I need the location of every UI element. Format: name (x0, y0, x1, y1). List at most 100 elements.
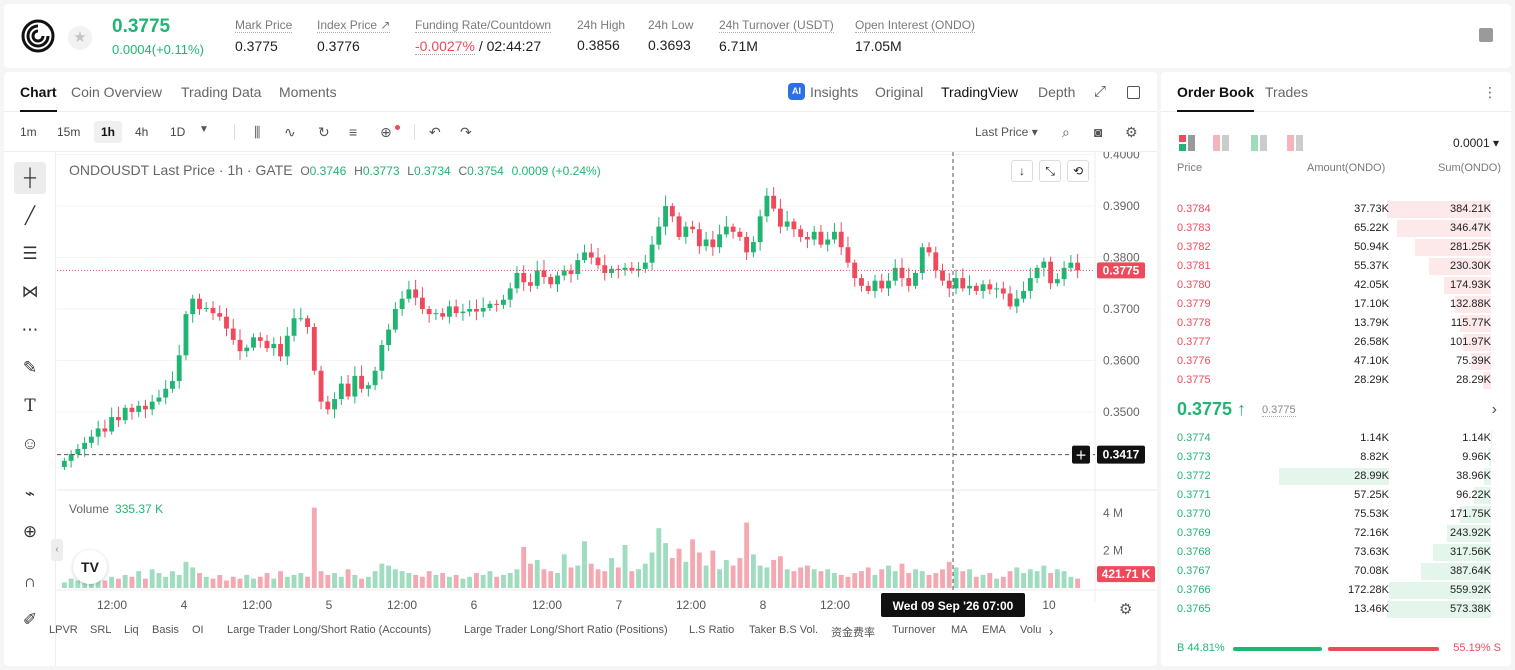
tab-insights[interactable]: Insights (810, 84, 859, 100)
tab-order-book[interactable]: Order Book (1177, 84, 1255, 112)
ruler-icon[interactable]: ⌁ (24, 484, 36, 503)
settings-gear-icon[interactable]: ⚙ (1125, 124, 1138, 140)
indicator-funding-rate[interactable]: 资金费率 (831, 627, 875, 639)
ask-row[interactable]: 0.3782 50.94K 281.25K (1161, 238, 1501, 257)
candle-type-icon[interactable]: ⫼ (254, 124, 261, 140)
tab-depth[interactable]: Depth (1038, 84, 1076, 100)
tab-coin-overview[interactable]: Coin Overview (71, 84, 163, 100)
bid-row[interactable]: 0.3771 57.25K 96.22K (1161, 486, 1501, 505)
bid-row[interactable]: 0.3774 1.14K 1.14K (1161, 429, 1501, 448)
pattern-icon[interactable]: ⋈ (21, 282, 39, 301)
tab-chart[interactable]: Chart (20, 84, 57, 112)
ask-row[interactable]: 0.3780 42.05K 174.93K (1161, 276, 1501, 295)
chevron-right-icon[interactable]: › (1049, 624, 1054, 639)
view-both-icon[interactable] (1179, 135, 1195, 151)
stat-index-price[interactable]: Index Price ↗ 0.3776 (317, 18, 391, 54)
tradingview-logo-icon[interactable]: TV (73, 550, 107, 584)
bid-row[interactable]: 0.3773 8.82K 9.96K (1161, 448, 1501, 467)
collapse-sidebar-icon[interactable]: ‹ (51, 539, 63, 561)
indicator-lpvr[interactable]: LPVR (49, 624, 78, 636)
ask-row[interactable]: 0.3781 55.37K 230.30K (1161, 257, 1501, 276)
indicator-srl[interactable]: SRL (90, 624, 112, 636)
notes-icon[interactable] (1479, 28, 1493, 42)
search-icon[interactable]: ⌕ (1062, 124, 1070, 140)
indicator-lt-accounts[interactable]: Large Trader Long/Short Ratio (Accounts) (227, 624, 432, 636)
collapse-icon[interactable]: ⤡ (1039, 160, 1061, 182)
brush-icon[interactable]: ✎ (22, 358, 38, 377)
undo-icon[interactable]: ↶ (429, 124, 441, 140)
candle-body (338, 383, 344, 400)
tab-tradingview[interactable]: TradingView (941, 84, 1019, 100)
text-tool-icon[interactable]: T (24, 396, 36, 416)
bid-sum: 559.92K (1450, 584, 1491, 596)
ask-row[interactable]: 0.3783 65.22K 346.47K (1161, 219, 1501, 238)
indicator-icon[interactable]: ∿ (284, 124, 296, 140)
ask-row[interactable]: 0.3784 37.73K 384.21K (1161, 200, 1501, 219)
indicator-basis[interactable]: Basis (152, 624, 179, 636)
arrow-down-icon[interactable]: ↓ (1011, 160, 1033, 182)
loop-icon[interactable]: ⟲ (1067, 160, 1089, 182)
magnet-icon[interactable]: ∩ (23, 572, 37, 591)
current-price-tag (1097, 262, 1145, 279)
timeframe-1m[interactable]: 1m (20, 125, 37, 139)
bid-row[interactable]: 0.3765 13.46K 573.38K (1161, 600, 1501, 619)
fib-icon[interactable]: ⋯ (21, 320, 39, 339)
chevron-right-icon[interactable]: › (1491, 401, 1497, 418)
timeframe-15m[interactable]: 15m (57, 125, 81, 139)
candlestick-chart[interactable]: 0.4000 0.3900 0.3800 0.3700 0.3600 0.3500 4 M 2… (51, 152, 1157, 666)
bid-row[interactable]: 0.3769 72.16K 243.92K (1161, 524, 1501, 543)
crosshair-icon[interactable]: ┼ (14, 162, 46, 194)
tab-trading-data[interactable]: Trading Data (181, 84, 262, 100)
axis-settings-icon[interactable]: ⚙ (1119, 601, 1133, 618)
ask-row[interactable]: 0.3776 47.10K 75.39K (1161, 352, 1501, 371)
replay-icon[interactable]: ↻ (318, 124, 330, 140)
indicator-ema[interactable]: EMA (982, 624, 1006, 636)
lock-drawing-icon[interactable]: ✐ (22, 610, 38, 629)
view-bids-icon[interactable] (1251, 135, 1267, 151)
bid-row[interactable]: 0.3772 28.99K 38.96K (1161, 467, 1501, 486)
indicator-taker-vol[interactable]: Taker B.S Vol. (749, 624, 819, 636)
horizontal-lines-icon[interactable]: ☰ (22, 244, 38, 263)
indicator-ma[interactable]: MA (951, 624, 968, 636)
tab-original[interactable]: Original (875, 84, 924, 100)
bid-row[interactable]: 0.3770 75.53K 171.75K (1161, 505, 1501, 524)
indicator-liq[interactable]: Liq (124, 624, 139, 636)
redo-icon[interactable]: ↷ (460, 124, 472, 140)
view-asks-icon[interactable] (1213, 135, 1229, 151)
indicator-turnover[interactable]: Turnover (892, 624, 936, 636)
exchange-logo-icon[interactable] (20, 18, 56, 54)
candle-body (163, 388, 169, 398)
window-icon[interactable] (1127, 86, 1140, 99)
bid-row[interactable]: 0.3767 70.08K 387.64K (1161, 562, 1501, 581)
view-depth-icon[interactable] (1287, 135, 1303, 151)
emoji-icon[interactable]: ☺ (21, 434, 39, 453)
ask-row[interactable]: 0.3775 28.29K 28.29K (1161, 371, 1501, 390)
tab-moments[interactable]: Moments (279, 84, 337, 100)
precision-select[interactable]: 0.0001 ▾ (1452, 136, 1499, 150)
indicator-oi[interactable]: OI (192, 624, 204, 636)
ask-row[interactable]: 0.3779 17.10K 132.88K (1161, 295, 1501, 314)
camera-icon[interactable]: ◙ (1094, 124, 1103, 140)
ask-row[interactable]: 0.3778 13.79K 115.77K (1161, 314, 1501, 333)
chart-svg[interactable]: 0.4000 0.3900 0.3800 0.3700 0.3600 0.3500 4 M 2… (57, 152, 1157, 624)
indicator-volume[interactable]: Volu (1020, 624, 1042, 636)
ai-insights-icon[interactable]: AI (788, 83, 805, 100)
timeframe-1h[interactable]: 1h (94, 121, 123, 143)
ask-row[interactable]: 0.3777 26.58K 101.97K (1161, 333, 1501, 352)
chevron-down-icon[interactable]: ▼ (199, 124, 209, 135)
bid-row[interactable]: 0.3768 73.63K 317.56K (1161, 543, 1501, 562)
indicator-ls-ratio[interactable]: L.S Ratio (689, 624, 735, 636)
price-source-select[interactable]: Last Price ▾ (975, 125, 1038, 139)
expand-icon[interactable]: ⤢ (1094, 83, 1107, 100)
trend-line-icon[interactable]: ╱ (24, 206, 36, 225)
template-icon[interactable]: ≡ (349, 124, 358, 140)
timeframe-4h[interactable]: 4h (135, 125, 149, 139)
add-indicator-icon[interactable]: ⊕ (380, 124, 392, 140)
zoom-icon[interactable]: ⊕ (22, 522, 38, 541)
more-options-icon[interactable]: ⋮ (1483, 84, 1497, 100)
favorite-star-icon[interactable]: ★ (68, 26, 92, 50)
indicator-lt-positions[interactable]: Large Trader Long/Short Ratio (Positions… (464, 624, 668, 636)
tab-trades[interactable]: Trades (1265, 84, 1309, 100)
timeframe-1d[interactable]: 1D (170, 125, 186, 139)
bid-row[interactable]: 0.3766 172.28K 559.92K (1161, 581, 1501, 600)
